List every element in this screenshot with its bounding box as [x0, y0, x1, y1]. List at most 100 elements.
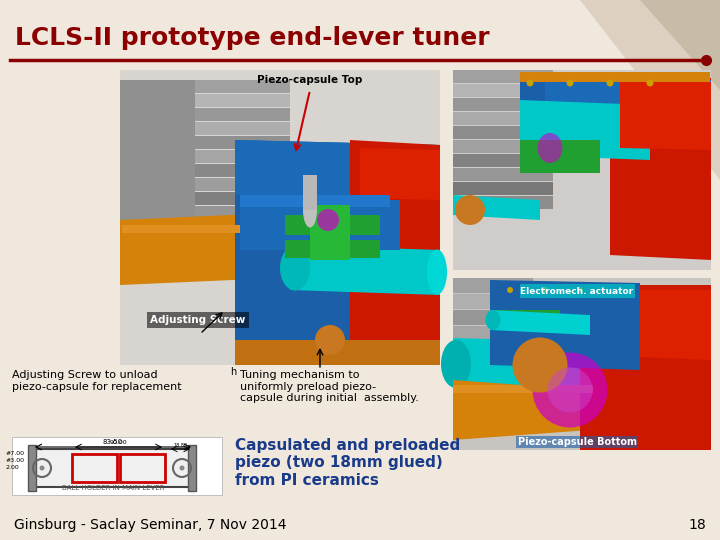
Polygon shape [580, 285, 711, 450]
Bar [120, 164, 290, 177]
Polygon shape [235, 140, 440, 200]
Text: 83.50: 83.50 [103, 439, 123, 445]
Bar [72, 454, 117, 482]
Bar [120, 454, 165, 482]
Bar [120, 192, 290, 205]
Bar [453, 112, 553, 125]
Text: 18: 18 [688, 518, 706, 532]
Polygon shape [520, 100, 650, 160]
Bar [453, 154, 553, 167]
Ellipse shape [507, 287, 513, 293]
Bar [120, 122, 290, 135]
Text: Piezo-capsule Bottom: Piezo-capsule Bottom [518, 437, 636, 447]
Bar [120, 248, 290, 261]
Text: Tuning mechanism to
uniformly preload piezo-
capsule during initial  assembly.: Tuning mechanism to uniformly preload pi… [240, 370, 419, 403]
Ellipse shape [567, 79, 574, 86]
Bar [120, 234, 290, 247]
Bar [453, 294, 533, 309]
Bar [188, 445, 196, 491]
Text: 90.00: 90.00 [109, 441, 127, 446]
Ellipse shape [40, 465, 45, 470]
Bar [120, 136, 290, 149]
Polygon shape [590, 290, 711, 360]
Ellipse shape [485, 310, 500, 330]
Bar [120, 220, 290, 233]
Ellipse shape [606, 79, 613, 86]
Bar [453, 358, 533, 373]
Ellipse shape [280, 246, 310, 291]
Bar [120, 94, 290, 107]
Ellipse shape [513, 338, 567, 393]
Polygon shape [580, 0, 720, 180]
Bar [453, 140, 553, 153]
Text: Piezo-capsule Top: Piezo-capsule Top [257, 75, 363, 85]
Bar [453, 84, 553, 97]
Bar [240, 200, 400, 250]
Polygon shape [350, 140, 440, 365]
Bar [453, 385, 593, 393]
Bar [240, 195, 390, 207]
Bar [285, 215, 380, 235]
Text: #7.00: #7.00 [6, 451, 25, 456]
Text: Electromech. actuator: Electromech. actuator [521, 287, 634, 295]
Polygon shape [290, 245, 440, 295]
Text: h: h [230, 367, 236, 377]
Polygon shape [620, 80, 711, 150]
Bar [120, 206, 290, 219]
Bar [12, 437, 222, 495]
Bar [120, 108, 290, 121]
Polygon shape [520, 75, 711, 155]
Ellipse shape [647, 79, 654, 86]
Bar [235, 340, 440, 365]
Bar [453, 70, 553, 83]
Text: BALL HOLDER IN MAIN LEVER: BALL HOLDER IN MAIN LEVER [62, 485, 164, 491]
Bar [120, 150, 290, 163]
Bar [453, 126, 553, 139]
Polygon shape [360, 148, 440, 200]
Text: #3.00: #3.00 [6, 458, 25, 463]
Ellipse shape [542, 287, 548, 293]
Bar [453, 70, 711, 270]
Bar [453, 326, 533, 341]
Text: Ginsburg - Saclay Seminar, 7 Nov 2014: Ginsburg - Saclay Seminar, 7 Nov 2014 [14, 518, 287, 532]
Bar [120, 262, 290, 275]
Bar [453, 278, 533, 293]
Polygon shape [610, 75, 711, 260]
Bar [120, 80, 195, 280]
Text: 2.00: 2.00 [6, 465, 19, 470]
Bar [32, 449, 194, 487]
Ellipse shape [303, 192, 317, 227]
Bar [520, 140, 600, 158]
Bar [490, 310, 560, 328]
Ellipse shape [538, 133, 562, 163]
Polygon shape [545, 78, 711, 120]
Polygon shape [235, 140, 440, 365]
Text: Adjusting Screw: Adjusting Screw [150, 315, 246, 325]
Ellipse shape [547, 368, 593, 413]
Ellipse shape [526, 79, 534, 86]
Ellipse shape [179, 465, 184, 470]
Ellipse shape [427, 249, 447, 294]
Bar [453, 196, 553, 209]
Polygon shape [490, 280, 640, 370]
Ellipse shape [533, 353, 608, 428]
Ellipse shape [577, 287, 583, 293]
Bar [453, 342, 533, 357]
Text: Capsulated and preloaded
piezo (two 18mm glued)
from PI ceramics: Capsulated and preloaded piezo (two 18mm… [235, 438, 460, 488]
Bar [453, 168, 553, 181]
Bar [28, 445, 36, 491]
Bar [122, 225, 317, 233]
Polygon shape [453, 338, 600, 390]
Text: Adjusting Screw to unload
piezo-capsule for replacement: Adjusting Screw to unload piezo-capsule … [12, 370, 181, 392]
Bar [120, 178, 290, 191]
Ellipse shape [441, 340, 471, 388]
Bar [453, 278, 711, 450]
Polygon shape [640, 0, 720, 90]
Bar [285, 240, 380, 258]
Bar [303, 175, 317, 210]
Bar [310, 205, 350, 260]
Polygon shape [453, 380, 590, 440]
Bar [453, 98, 553, 111]
Ellipse shape [315, 325, 345, 355]
Ellipse shape [455, 195, 485, 225]
